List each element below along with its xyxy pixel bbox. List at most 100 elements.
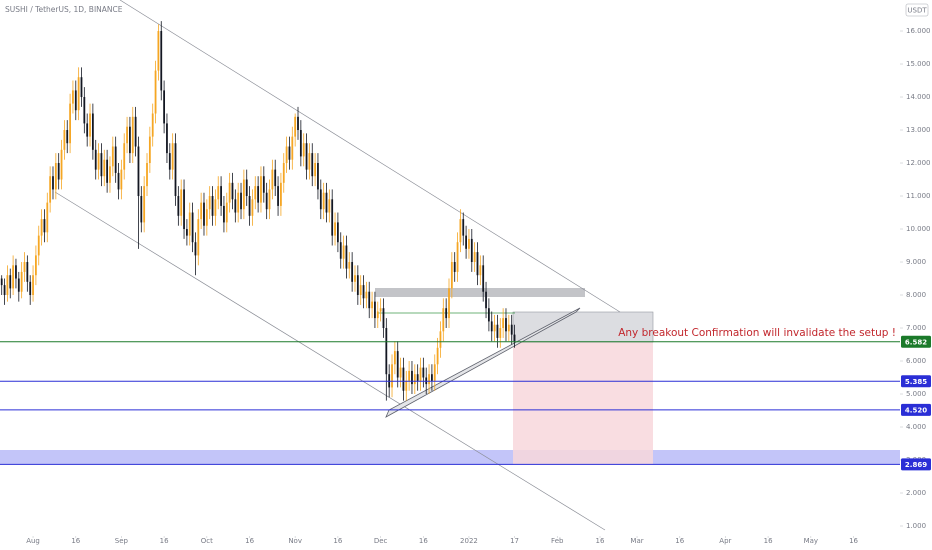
level-price-label: 6.582	[905, 338, 927, 346]
candle-body	[268, 189, 271, 210]
candle-body	[336, 222, 339, 243]
y-tick-label: 16.000	[906, 27, 931, 35]
candle-body	[285, 146, 288, 164]
candle-body	[23, 262, 26, 272]
candle-body	[191, 212, 194, 243]
x-tick-label: 16	[849, 537, 858, 545]
y-tick-label: 1.000	[906, 522, 926, 530]
candle-body	[393, 351, 396, 365]
candle-body	[251, 199, 254, 216]
candle-body	[419, 367, 422, 381]
x-tick-label: 16	[419, 537, 428, 545]
candle-body	[177, 196, 180, 216]
candle-body	[282, 163, 285, 183]
candle-body	[83, 97, 86, 124]
candle-body	[459, 219, 462, 243]
chart-title: SUSHI / TetherUS, 1D, BINANCE	[5, 5, 123, 14]
candle-body	[183, 189, 185, 230]
candle-body	[322, 192, 325, 210]
candle-body	[448, 288, 450, 319]
level-price-box	[901, 375, 931, 388]
channel-upper	[119, 0, 621, 313]
candle-body	[331, 199, 334, 236]
candle-body	[86, 123, 89, 137]
candle-body	[473, 252, 476, 263]
candle-body	[174, 143, 177, 197]
candle-body	[0, 278, 3, 286]
candle-body	[200, 202, 203, 220]
candle-body	[262, 176, 265, 193]
candle-body	[334, 222, 336, 236]
candle-body	[271, 169, 274, 190]
candle-body	[137, 146, 140, 197]
candle-body	[54, 163, 57, 190]
candle-body	[507, 324, 510, 332]
candle-body	[299, 130, 302, 157]
candle-body	[470, 238, 473, 263]
candle-body	[328, 199, 331, 213]
annotation: Any breakout Confirmation will invalidat…	[618, 327, 896, 339]
level-price-label: 2.869	[905, 461, 927, 469]
candle-body	[89, 113, 91, 137]
candle-body	[496, 324, 499, 338]
y-tick-label: 4.000	[906, 423, 926, 431]
candle-body	[37, 235, 40, 256]
candle-body	[245, 179, 248, 197]
candle-body	[15, 265, 17, 279]
level-price-label: 4.520	[905, 406, 927, 414]
x-tick-label: May	[804, 537, 818, 545]
candle-body	[408, 370, 411, 381]
x-tick-label: 16	[245, 537, 254, 545]
candle-body	[462, 219, 465, 236]
candle-body	[225, 202, 228, 223]
candle-body	[228, 182, 231, 203]
candle-body	[97, 153, 100, 170]
candle-body	[485, 291, 487, 309]
candle-body	[385, 328, 388, 375]
candle-body	[297, 116, 299, 131]
candle-body	[80, 77, 83, 98]
candle-body	[379, 308, 382, 312]
candle-body	[445, 308, 448, 319]
candles	[0, 21, 516, 401]
candle-body	[277, 186, 279, 206]
candle-body	[109, 166, 111, 183]
x-tick-label: Apr	[719, 537, 731, 545]
candle-body	[368, 291, 371, 309]
candle-body	[160, 31, 163, 91]
candle-body	[131, 116, 134, 154]
candle-body	[103, 159, 106, 177]
candle-body	[308, 153, 311, 170]
x-tick-label: 16	[764, 537, 773, 545]
candle-body	[413, 374, 416, 385]
candle-body	[436, 347, 439, 365]
candle-body	[257, 186, 260, 203]
x-tick-label: Feb	[551, 537, 564, 545]
level-price-box	[901, 335, 931, 348]
y-tick-label: 9.000	[906, 258, 926, 266]
candle-body	[6, 275, 9, 296]
candle-body	[319, 189, 322, 210]
candle-body	[311, 153, 314, 177]
candle-body	[431, 374, 433, 381]
candle-body	[499, 328, 502, 338]
x-tick-label: 16	[333, 537, 342, 545]
candle-body	[465, 235, 467, 249]
candle-body	[120, 169, 123, 190]
candle-body	[265, 192, 268, 210]
candle-body	[9, 275, 12, 289]
candle-body	[60, 149, 63, 180]
currency: USDT	[907, 7, 927, 15]
candle-body	[3, 285, 6, 296]
candle-body	[220, 186, 222, 206]
candle-body	[280, 182, 282, 206]
candle-body	[197, 219, 200, 256]
candle-body	[140, 196, 143, 223]
x-tick-label: Dec	[374, 537, 388, 545]
x-tick-label: 16	[71, 537, 80, 545]
candle-body	[151, 113, 154, 137]
y-tick-label: 7.000	[906, 324, 926, 332]
candle-body	[163, 90, 166, 124]
candle-body	[428, 374, 430, 385]
